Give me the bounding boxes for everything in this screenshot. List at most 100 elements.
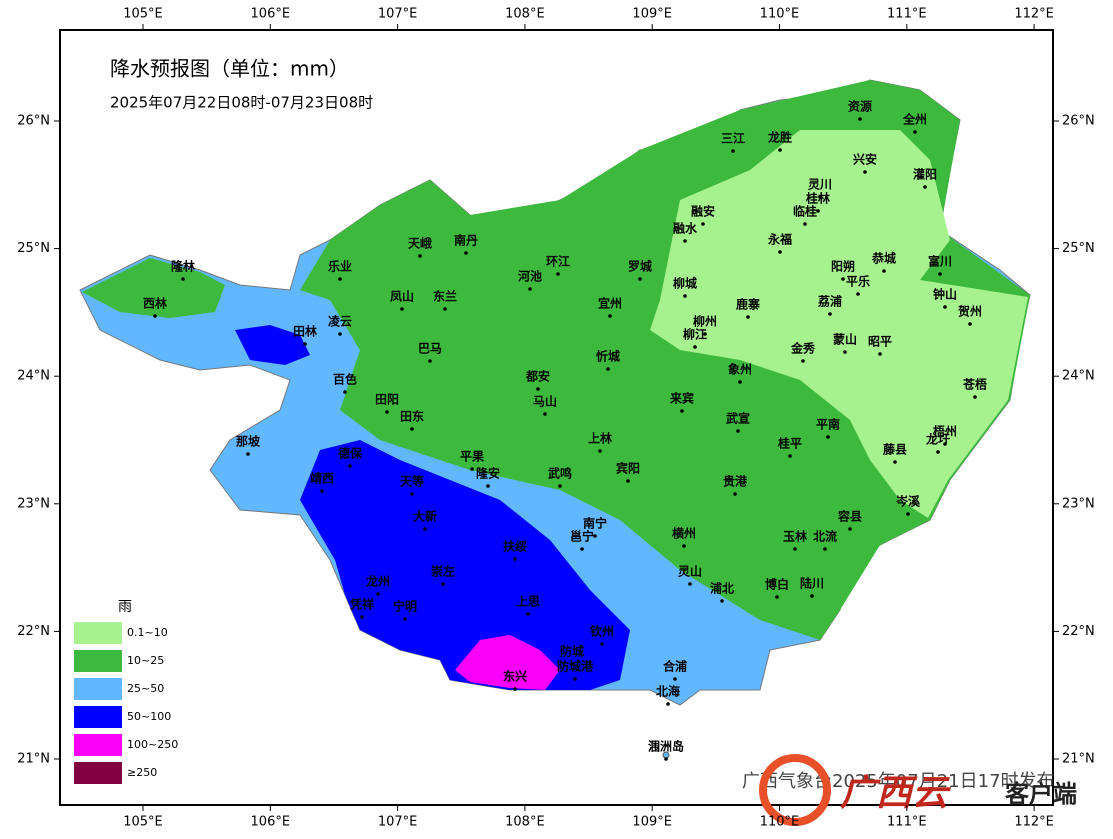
city-dot <box>400 307 404 311</box>
city-dot <box>593 534 597 538</box>
city-dot <box>428 359 432 363</box>
legend-title: 雨 <box>118 599 132 615</box>
lat-tick-label: 26°N <box>1062 114 1095 129</box>
city-label: 凌云 <box>328 314 352 329</box>
city-dot <box>793 547 797 551</box>
lon-tick-label: 105°E <box>123 815 163 830</box>
city-dot <box>913 130 917 134</box>
city-dot <box>153 314 157 318</box>
city-dot <box>580 547 584 551</box>
city-dot <box>573 677 577 681</box>
city-dot <box>701 222 705 226</box>
city-dot <box>376 592 380 596</box>
map-subtitle: 2025年07月22日08时-07月23日08时 <box>110 94 373 112</box>
city-dot <box>600 642 604 646</box>
city-label: 柳州 <box>693 314 717 329</box>
city-dot <box>348 464 352 468</box>
logo-brand: 广西云 <box>840 773 952 814</box>
lat-tick-label: 24°N <box>17 369 50 384</box>
city-dot <box>443 307 447 311</box>
lon-tick-label: 106°E <box>251 7 291 22</box>
city-label: 都安 <box>525 369 550 384</box>
city-dot <box>683 239 687 243</box>
city-dot <box>943 442 947 446</box>
lon-tick-label: 111°E <box>887 815 927 830</box>
city-label: 上思 <box>516 594 540 609</box>
city-label: 蒙山 <box>833 332 857 347</box>
city-dot <box>410 492 414 496</box>
city-label: 临桂 <box>793 204 817 219</box>
city-dot <box>385 410 389 414</box>
zone-50-100 <box>300 440 630 690</box>
city-dot <box>683 294 687 298</box>
city-dot <box>526 612 530 616</box>
city-dot <box>418 254 422 258</box>
lon-tick-label: 108°E <box>505 815 545 830</box>
city-label: 阳朔 <box>831 259 855 274</box>
city-label: 梧州 <box>933 424 957 439</box>
city-dot <box>778 148 782 152</box>
city-dot <box>878 352 882 356</box>
city-dot <box>543 412 547 416</box>
city-label: 三江 <box>721 131 745 146</box>
city-label: 凭祥 <box>349 597 374 612</box>
city-label: 天峨 <box>408 236 432 251</box>
city-label: 全州 <box>902 112 927 127</box>
city-label: 忻城 <box>596 349 620 364</box>
lon-tick-label: 112°E <box>1014 815 1054 830</box>
legend-swatch <box>74 762 122 784</box>
city-dot <box>664 757 668 761</box>
city-dot <box>841 277 845 281</box>
city-label: 平果 <box>460 450 484 464</box>
city-dot <box>598 449 602 453</box>
city-label: 河池 <box>517 269 542 284</box>
logo-client: 客户端 <box>1005 780 1077 808</box>
city-dot <box>246 452 250 456</box>
city-dot <box>746 315 750 319</box>
city-label: 北流 <box>813 529 837 544</box>
city-label: 荔浦 <box>817 294 842 309</box>
city-dot <box>788 454 792 458</box>
city-label: 平南 <box>816 417 840 432</box>
city-label: 桂林 <box>805 191 830 206</box>
city-label: 博白 <box>765 577 789 592</box>
city-dot <box>843 350 847 354</box>
city-label: 兴安 <box>853 152 877 167</box>
city-label: 龙圩 <box>926 432 950 447</box>
map-frame <box>59 29 1054 806</box>
city-dot <box>938 272 942 276</box>
city-label: 北海 <box>656 684 680 699</box>
city-label: 凤山 <box>390 289 414 304</box>
city-dot <box>882 269 886 273</box>
city-label: 横州 <box>672 526 696 541</box>
legend-label: 50~100 <box>127 710 171 723</box>
city-dot <box>513 687 517 691</box>
city-dot <box>863 170 867 174</box>
legend-swatch <box>74 622 122 644</box>
city-dot <box>441 582 445 586</box>
city-label: 武宣 <box>726 411 750 426</box>
city-label: 龙州 <box>366 574 390 589</box>
zone-100-250 <box>455 635 560 690</box>
city-dot <box>803 222 807 226</box>
lat-tick-label: 26°N <box>17 114 50 129</box>
regions <box>79 79 1031 759</box>
lat-tick-label: 25°N <box>1062 241 1095 256</box>
city-label: 宜州 <box>598 296 622 311</box>
zone-50-100-tianlin <box>235 325 310 365</box>
city-dot <box>688 582 692 586</box>
city-label: 柳城 <box>673 276 697 291</box>
city-dot <box>536 387 540 391</box>
lon-tick-label: 108°E <box>505 7 545 22</box>
city-dot <box>693 345 697 349</box>
city-label: 柳江 <box>683 327 707 342</box>
city-label: 灵山 <box>678 564 702 579</box>
city-dot <box>638 277 642 281</box>
city-dot <box>856 292 860 296</box>
city-dot <box>338 332 342 336</box>
city-dot <box>943 305 947 309</box>
lon-tick-label: 110°E <box>760 7 800 22</box>
city-label: 富川 <box>928 254 952 269</box>
lat-tick-label: 23°N <box>1062 496 1095 511</box>
